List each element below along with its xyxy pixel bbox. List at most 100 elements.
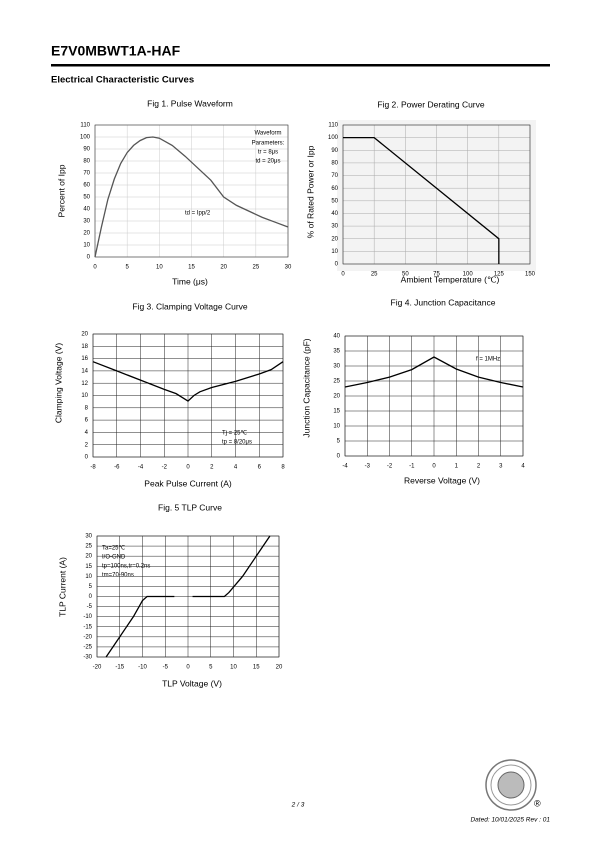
- plot-frame: [94, 124, 289, 258]
- x-tick-label: 0: [341, 272, 345, 278]
- y-tick-label: 20: [331, 236, 338, 242]
- y-tick-label: 80: [83, 159, 90, 165]
- x-tick-label: 20: [276, 665, 283, 671]
- x-tick-label: 25: [252, 265, 259, 271]
- y-tick-label: 30: [83, 219, 90, 225]
- x-tick-label: 10: [230, 665, 237, 671]
- y-tick-label: 0: [335, 262, 339, 268]
- page-number: 2 / 3: [291, 802, 305, 809]
- y-axis-label: % of Rated Power or Ipp: [305, 145, 315, 238]
- annotation: td = Ipp/2: [185, 211, 211, 217]
- y-tick-label: 5: [89, 584, 93, 590]
- y-tick-label: 0: [89, 594, 93, 600]
- doc-title: E7V0MBWT1A-HAF: [51, 43, 181, 59]
- y-tick-label: 70: [83, 171, 90, 177]
- annotation: td = 20μs: [256, 159, 281, 165]
- chart-title: Fig 2. Power Derating Curve: [377, 99, 485, 109]
- y-tick-label: 5: [337, 439, 341, 445]
- x-tick-label: 0: [432, 464, 436, 470]
- y-tick-label: 110: [328, 123, 338, 129]
- chart-title: Fig 1. Pulse Waveform: [147, 98, 233, 108]
- chart: Fig 4. Junction Capacitance -4 -3 -2 -1 0 1 2 3 4…: [301, 297, 525, 485]
- y-tick-label: 110: [80, 123, 90, 129]
- y-axis-label: TLP Current (A): [57, 557, 67, 617]
- y-tick-label: 0: [87, 255, 91, 261]
- annotation: Tj = 25℃: [222, 431, 248, 437]
- x-tick-label: 8: [281, 465, 285, 471]
- y-tick-label: 30: [333, 364, 340, 370]
- x-tick-label: -15: [115, 665, 124, 671]
- y-tick-label: -10: [83, 614, 92, 620]
- y-tick-label: 25: [85, 544, 92, 550]
- x-tick-label: -8: [90, 465, 96, 471]
- y-tick-label: 40: [333, 334, 340, 340]
- x-tick-label: 30: [285, 265, 292, 271]
- annotation: tp=100ns,tr=0.2ns: [102, 564, 150, 570]
- x-tick-label: 75: [433, 272, 440, 278]
- y-tick-label: 80: [331, 160, 338, 166]
- x-tick-label: 6: [258, 465, 262, 471]
- x-tick-label: -2: [387, 464, 393, 470]
- y-tick-label: 50: [331, 198, 338, 204]
- x-tick-label: -4: [342, 464, 348, 470]
- x-tick-label: 2: [477, 464, 481, 470]
- y-tick-label: 60: [331, 186, 338, 192]
- x-tick-label: 3: [499, 464, 503, 470]
- y-tick-label: 50: [83, 195, 90, 201]
- chart: Fig. 5 TLP Curve-20 -15 -10 -5 0 5 10 15 20-30-2…: [57, 502, 283, 688]
- x-tick-label: 0: [186, 665, 190, 671]
- x-tick-label: 10: [156, 265, 163, 271]
- x-tick-label: 25: [371, 272, 378, 278]
- logo: [485, 759, 537, 811]
- y-tick-label: 15: [85, 564, 92, 570]
- y-tick-label: 0: [337, 454, 341, 460]
- y-tick-label: -15: [83, 624, 92, 630]
- annotation: tm=70-90ns: [102, 573, 134, 579]
- chart: Fig 3. Clamping Voltage Curve -8 -6 -4 -2 0 2 4…: [53, 301, 285, 488]
- chart-title: Fig 4. Junction Capacitance: [391, 297, 496, 307]
- data-line: [344, 356, 524, 388]
- y-tick-label: 2: [85, 442, 89, 448]
- data-line: [94, 136, 289, 258]
- y-tick-label: 30: [85, 534, 92, 540]
- x-tick-label: 15: [188, 265, 195, 271]
- data-line: [105, 535, 271, 658]
- x-tick-label: -20: [93, 665, 102, 671]
- y-tick-label: -5: [87, 604, 93, 610]
- y-tick-label: 10: [83, 243, 90, 249]
- x-tick-label: 4: [234, 465, 238, 471]
- x-tick-label: -2: [162, 465, 168, 471]
- x-tick-label: 15: [253, 665, 260, 671]
- y-axis-label: Clamping Voltage (V): [53, 343, 63, 423]
- x-tick-label: 4: [521, 464, 525, 470]
- annotation: tr = 8μs: [258, 150, 278, 156]
- y-tick-label: 10: [81, 393, 88, 399]
- y-tick-label: 20: [333, 394, 340, 400]
- annotation: Ta=25℃: [102, 546, 126, 552]
- x-tick-label: 150: [525, 272, 536, 278]
- x-tick-label: 1: [455, 464, 459, 470]
- plot-frame: [342, 124, 531, 265]
- y-tick-label: 100: [80, 135, 91, 141]
- x-tick-label: -10: [138, 665, 147, 671]
- plot-frame: [96, 535, 280, 658]
- y-tick-label: 90: [83, 147, 90, 153]
- y-tick-label: 35: [333, 349, 340, 355]
- y-tick-label: 18: [81, 344, 88, 350]
- annotation: tp = 8/20μs: [222, 440, 252, 446]
- x-tick-label: 50: [402, 272, 409, 278]
- y-tick-label: 10: [331, 249, 338, 255]
- annotation: Parameters:: [252, 141, 285, 147]
- y-tick-label: -30: [83, 655, 92, 661]
- data-line: [92, 361, 284, 402]
- x-tick-label: -6: [114, 465, 120, 471]
- y-tick-label: 10: [333, 424, 340, 430]
- x-tick-label: -4: [138, 465, 144, 471]
- x-tick-label: -1: [409, 464, 415, 470]
- y-tick-label: 90: [331, 148, 338, 154]
- x-tick-label: 0: [186, 465, 190, 471]
- x-tick-label: -3: [365, 464, 371, 470]
- plot-frame: [92, 333, 284, 458]
